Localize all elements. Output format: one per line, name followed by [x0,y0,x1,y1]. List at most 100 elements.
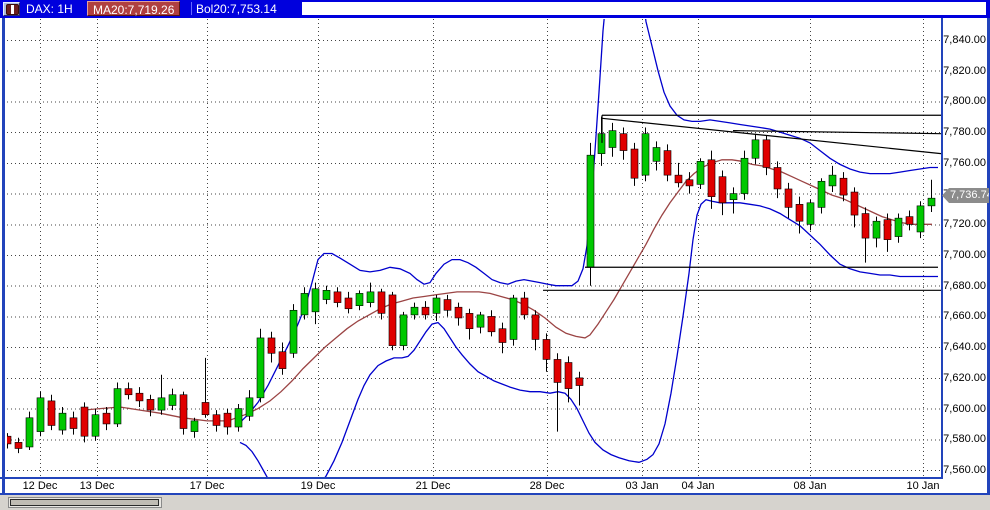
price-axis-label: 7,620.00 [943,371,986,384]
candle-body [685,179,694,187]
candle-body [179,394,188,429]
bol20-indicator-label: Bol20:7,753.14 [196,2,277,16]
candle-body [399,314,408,346]
candle-body [872,220,881,239]
candle-body [91,414,100,437]
candle-body [245,397,254,417]
price-axis-label: 7,600.00 [943,402,986,415]
price-axis-label: 7,800.00 [943,95,986,108]
candle-body [355,293,364,306]
candle-body [773,167,782,190]
axis-separator-border [941,18,943,479]
candle-body [718,176,727,204]
price-axis-label: 7,680.00 [943,279,986,292]
candle-body [113,388,122,425]
resistance-7780 [732,130,941,135]
right-border [987,18,990,495]
candle-body [850,191,859,216]
candle-body [47,400,56,426]
candle-body [146,399,155,411]
candle-body [432,297,441,314]
date-axis-label: 04 Jan [681,480,715,492]
candle-body [894,217,903,237]
candle-body [641,133,650,176]
header-spacer [302,2,986,15]
price-axis-label: 7,820.00 [943,64,986,77]
candle-body [377,291,386,314]
candle-body [289,309,298,354]
candle-body [619,133,628,151]
candle-body [520,297,529,316]
ma20-indicator-chip[interactable]: MA20:7,719.26 [87,1,181,17]
date-axis-label: 28 Dec [529,480,565,492]
candle-body [465,313,474,330]
date-axis-label: 17 Dec [189,480,225,492]
footer-strip [0,495,990,510]
candle-body [806,202,815,225]
candle-body [168,394,177,406]
candle-body [608,130,617,148]
price-axis-label: 7,780.00 [943,126,986,139]
ma20-line [82,159,932,422]
candle-body [784,188,793,208]
candle-body [509,297,518,340]
candle-body [586,154,595,268]
candle-body [223,412,232,428]
candle-body [905,216,914,225]
instrument-label: DAX: 1H [26,2,73,16]
date-axis-label: 10 Jan [906,480,940,492]
candle-body [553,359,562,383]
candle-body [663,150,672,176]
candle-body [696,161,705,185]
indicator-layer [82,19,938,477]
horizontal-scrollbar-thumb[interactable] [10,499,159,506]
candle-body [652,147,661,162]
candle-body [388,294,397,346]
candle-body [278,351,287,369]
candle-body [58,412,67,431]
chart-icon-button[interactable] [3,2,20,16]
candle-body [498,328,507,343]
grid-layer [7,19,941,477]
candle-body [454,306,463,319]
date-axis-label: 12 Dec [22,480,58,492]
candle-body [333,291,342,303]
candle-body [256,337,265,399]
candle-body [707,159,716,197]
candle-body [817,180,826,208]
price-axis-label: 7,700.00 [943,249,986,261]
candle-body [344,297,353,310]
candle-body [828,174,837,187]
header-bar: DAX: 1H MA20:7,719.26 Bol20:7,753.14 [0,0,990,18]
candle-body [267,337,276,354]
candle-body [443,299,452,311]
candle-body [311,288,320,313]
date-axis-label: 13 Dec [79,480,115,492]
price-axis-label: 7,840.00 [943,34,986,46]
candle-body [575,377,584,386]
candle-body [487,316,496,333]
candle-body [476,314,485,328]
candle-body [69,417,78,429]
candle-body [421,306,430,316]
date-axis-label: 21 Dec [415,480,451,492]
candle-body [190,420,199,432]
date-axis-label: 19 Dec [300,480,336,492]
candle-body [322,290,331,300]
candle-body [542,339,551,360]
bollinger-lower-band [239,198,938,477]
candle-body [234,408,243,428]
candle-body [201,402,210,416]
candle-body [212,414,221,426]
date-axis-label: 08 Jan [793,480,827,492]
candle-body [740,157,749,194]
candle-body [410,306,419,316]
candle-body [531,314,540,340]
price-axis-label: 7,560.00 [943,464,986,476]
date-axis-label: 03 Jan [625,480,659,492]
candle-body [80,406,89,437]
descending-trendline [601,117,941,155]
candle-body [751,139,760,159]
